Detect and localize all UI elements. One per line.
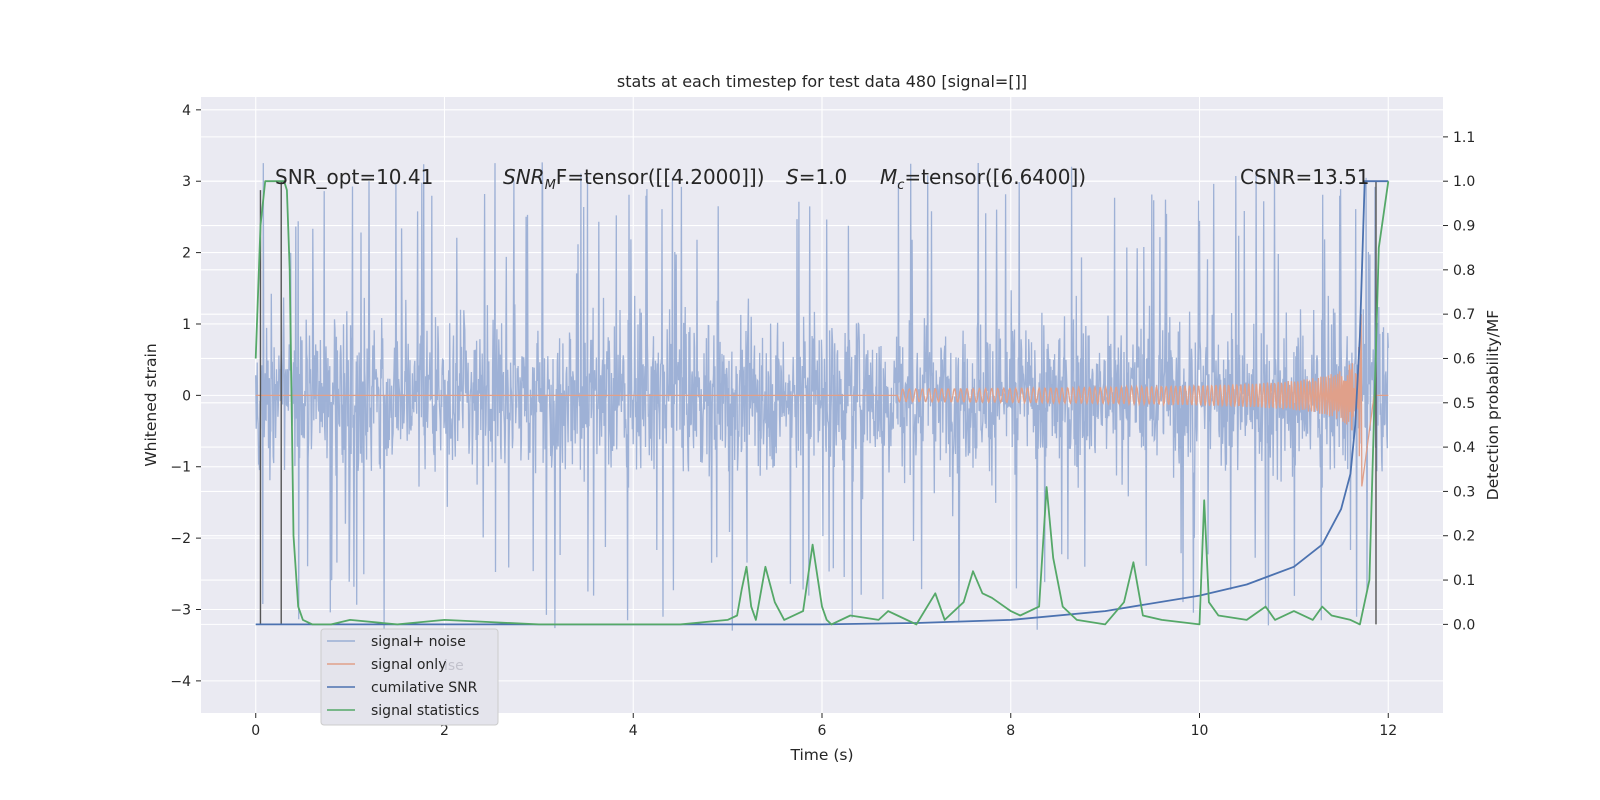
y-left-tick-label: 2 <box>182 246 191 262</box>
plot-area <box>201 97 1443 713</box>
x-tick-label: 12 <box>1379 723 1397 739</box>
x-tick-label: 10 <box>1191 723 1209 739</box>
y-axis-label-left: Whitened strain <box>142 343 160 466</box>
series-signal-noise-line <box>255 162 1389 631</box>
annotation-mc-var: M <box>880 165 897 189</box>
y-left-tick-label: 1 <box>182 317 191 333</box>
series-cumulative-snr-line <box>255 180 1389 626</box>
annotation-snr-mf-value: F=tensor([[4.2000]]) <box>556 165 765 189</box>
y-left-tick-label: −2 <box>170 531 191 547</box>
x-axis-label: Time (s) <box>789 746 853 764</box>
annotations: SNR_opt=10.41 SNRMF=tensor([[4.2000]]) S… <box>275 165 1370 193</box>
annotation-csnr: CSNR=13.51 <box>1240 165 1370 189</box>
legend-label-cumulative-snr: cumilative SNR <box>371 680 478 696</box>
annotation-mc: Mc=tensor([6.6400]) <box>880 165 1086 193</box>
y-left-tick-label: −1 <box>170 460 191 476</box>
y-left-tick-label: 3 <box>182 174 191 190</box>
annotation-snr-mf-sub: M <box>545 178 556 193</box>
data-layer <box>254 162 1390 631</box>
x-tick-label: 6 <box>818 723 827 739</box>
y-right-tick-label: 1.0 <box>1453 174 1475 190</box>
legend-label-signal-statistics: signal statistics <box>371 703 479 719</box>
y-right-tick-label: 1.1 <box>1453 130 1475 146</box>
legend: ise signal+ noise signal only cumilative… <box>320 628 499 726</box>
series-signal-only-line <box>255 314 1389 487</box>
y-left-tick-label: −3 <box>170 603 191 619</box>
legend-box <box>320 628 499 726</box>
y-right-tick-label: 0.6 <box>1453 351 1475 367</box>
annotation-snr-mf-var: SNR <box>503 165 545 189</box>
y-right-tick-label: 0.8 <box>1453 263 1475 279</box>
annotation-snr-mf: SNRMF=tensor([[4.2000]]) <box>503 165 765 193</box>
annotation-mc-value: =tensor([6.6400]) <box>904 165 1086 189</box>
y-left-tick-label: 4 <box>182 103 191 119</box>
y-right-tick-label: 0.1 <box>1453 573 1475 589</box>
legend-label-signal-only: signal only <box>371 657 446 673</box>
y-left-tick-label: 0 <box>182 388 191 404</box>
x-tick-label: 4 <box>629 723 638 739</box>
y-left-tick-label: −4 <box>170 674 191 690</box>
y-right-tick-label: 0.0 <box>1453 617 1475 633</box>
y-axis-label-right: Detection probability/MF <box>1484 310 1502 501</box>
y-right-tick-label: 0.4 <box>1453 440 1475 456</box>
y-right-tick-label: 0.9 <box>1453 219 1475 235</box>
x-axis-ticks: 0 2 4 6 8 10 12 <box>251 713 1397 739</box>
y-right-tick-label: 0.2 <box>1453 529 1475 545</box>
y-right-tick-label: 0.7 <box>1453 307 1475 323</box>
right-axis-ticks: 0.0 0.1 0.2 0.3 0.4 0.5 0.6 0.7 0.8 0.9 1.0 1.1 <box>1443 130 1475 633</box>
y-right-tick-label: 0.5 <box>1453 396 1475 412</box>
annotation-s: S=1.0 <box>786 165 847 189</box>
x-tick-label: 2 <box>440 723 449 739</box>
legend-label-signal-noise: signal+ noise <box>371 634 466 650</box>
annotation-s-value: =1.0 <box>799 165 848 189</box>
left-axis-ticks: −4 −3 −2 −1 0 1 2 3 4 <box>170 103 201 690</box>
x-tick-label: 0 <box>251 723 260 739</box>
annotation-snr-opt: SNR_opt=10.41 <box>275 165 433 189</box>
chart-title: stats at each timestep for test data 480… <box>617 72 1027 91</box>
legend-ghost-text: ise <box>444 658 464 674</box>
annotation-mc-sub: c <box>897 178 904 193</box>
x-tick-label: 8 <box>1006 723 1015 739</box>
y-right-tick-label: 0.3 <box>1453 484 1475 500</box>
series-signal-statistics-line <box>254 180 1390 626</box>
annotation-s-var: S <box>786 165 799 189</box>
